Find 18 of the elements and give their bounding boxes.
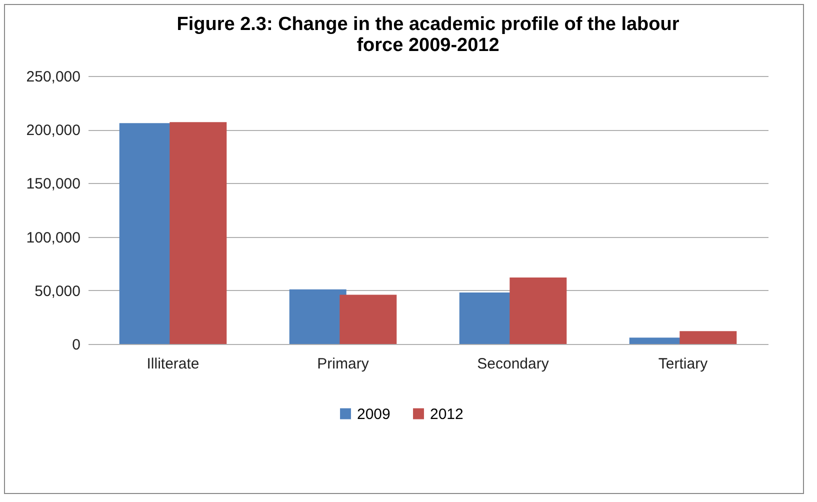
bar — [680, 331, 737, 344]
y-tick-label: 250,000 — [26, 68, 80, 86]
text: Figure 2.3: Change in the academic profile of the labour — [176, 14, 680, 35]
x-tick-label: Primary — [317, 356, 370, 372]
y-tick-label: 0 — [72, 336, 80, 354]
x-tick-label: Tertiary — [658, 356, 708, 372]
bar — [170, 122, 227, 344]
x-tick-label: Illiterate — [146, 356, 200, 372]
text: force 2009-2012 — [356, 35, 500, 56]
y-tick-label: 50,000 — [34, 282, 80, 300]
legend-label: 2012 — [430, 406, 464, 423]
y-tick-label: 200,000 — [26, 122, 80, 140]
y-tick-label: 100,000 — [26, 229, 80, 246]
bar — [340, 294, 397, 344]
y-tick-label: 150,000 — [26, 176, 80, 193]
legend-label: 2009 — [357, 406, 390, 423]
bar — [510, 278, 567, 344]
x-tick-label: Secondary — [477, 356, 550, 372]
